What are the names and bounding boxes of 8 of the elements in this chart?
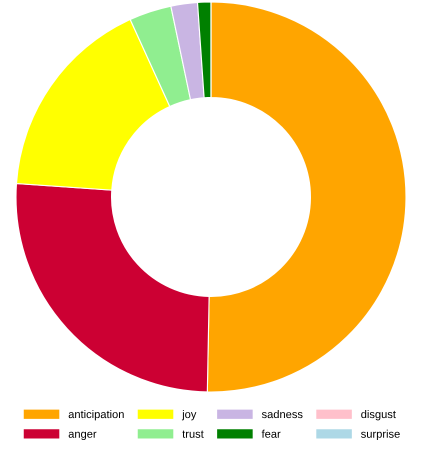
legend-label: disgust <box>361 410 396 420</box>
legend-label: anticipation <box>68 410 124 420</box>
legend-label: fear <box>262 430 281 438</box>
legend-label: joy <box>182 410 196 420</box>
legend-label: anger <box>68 432 96 440</box>
legend-label: trust <box>182 430 204 438</box>
legend-label: sadness <box>262 410 303 418</box>
legend-label: surprise <box>361 430 400 440</box>
